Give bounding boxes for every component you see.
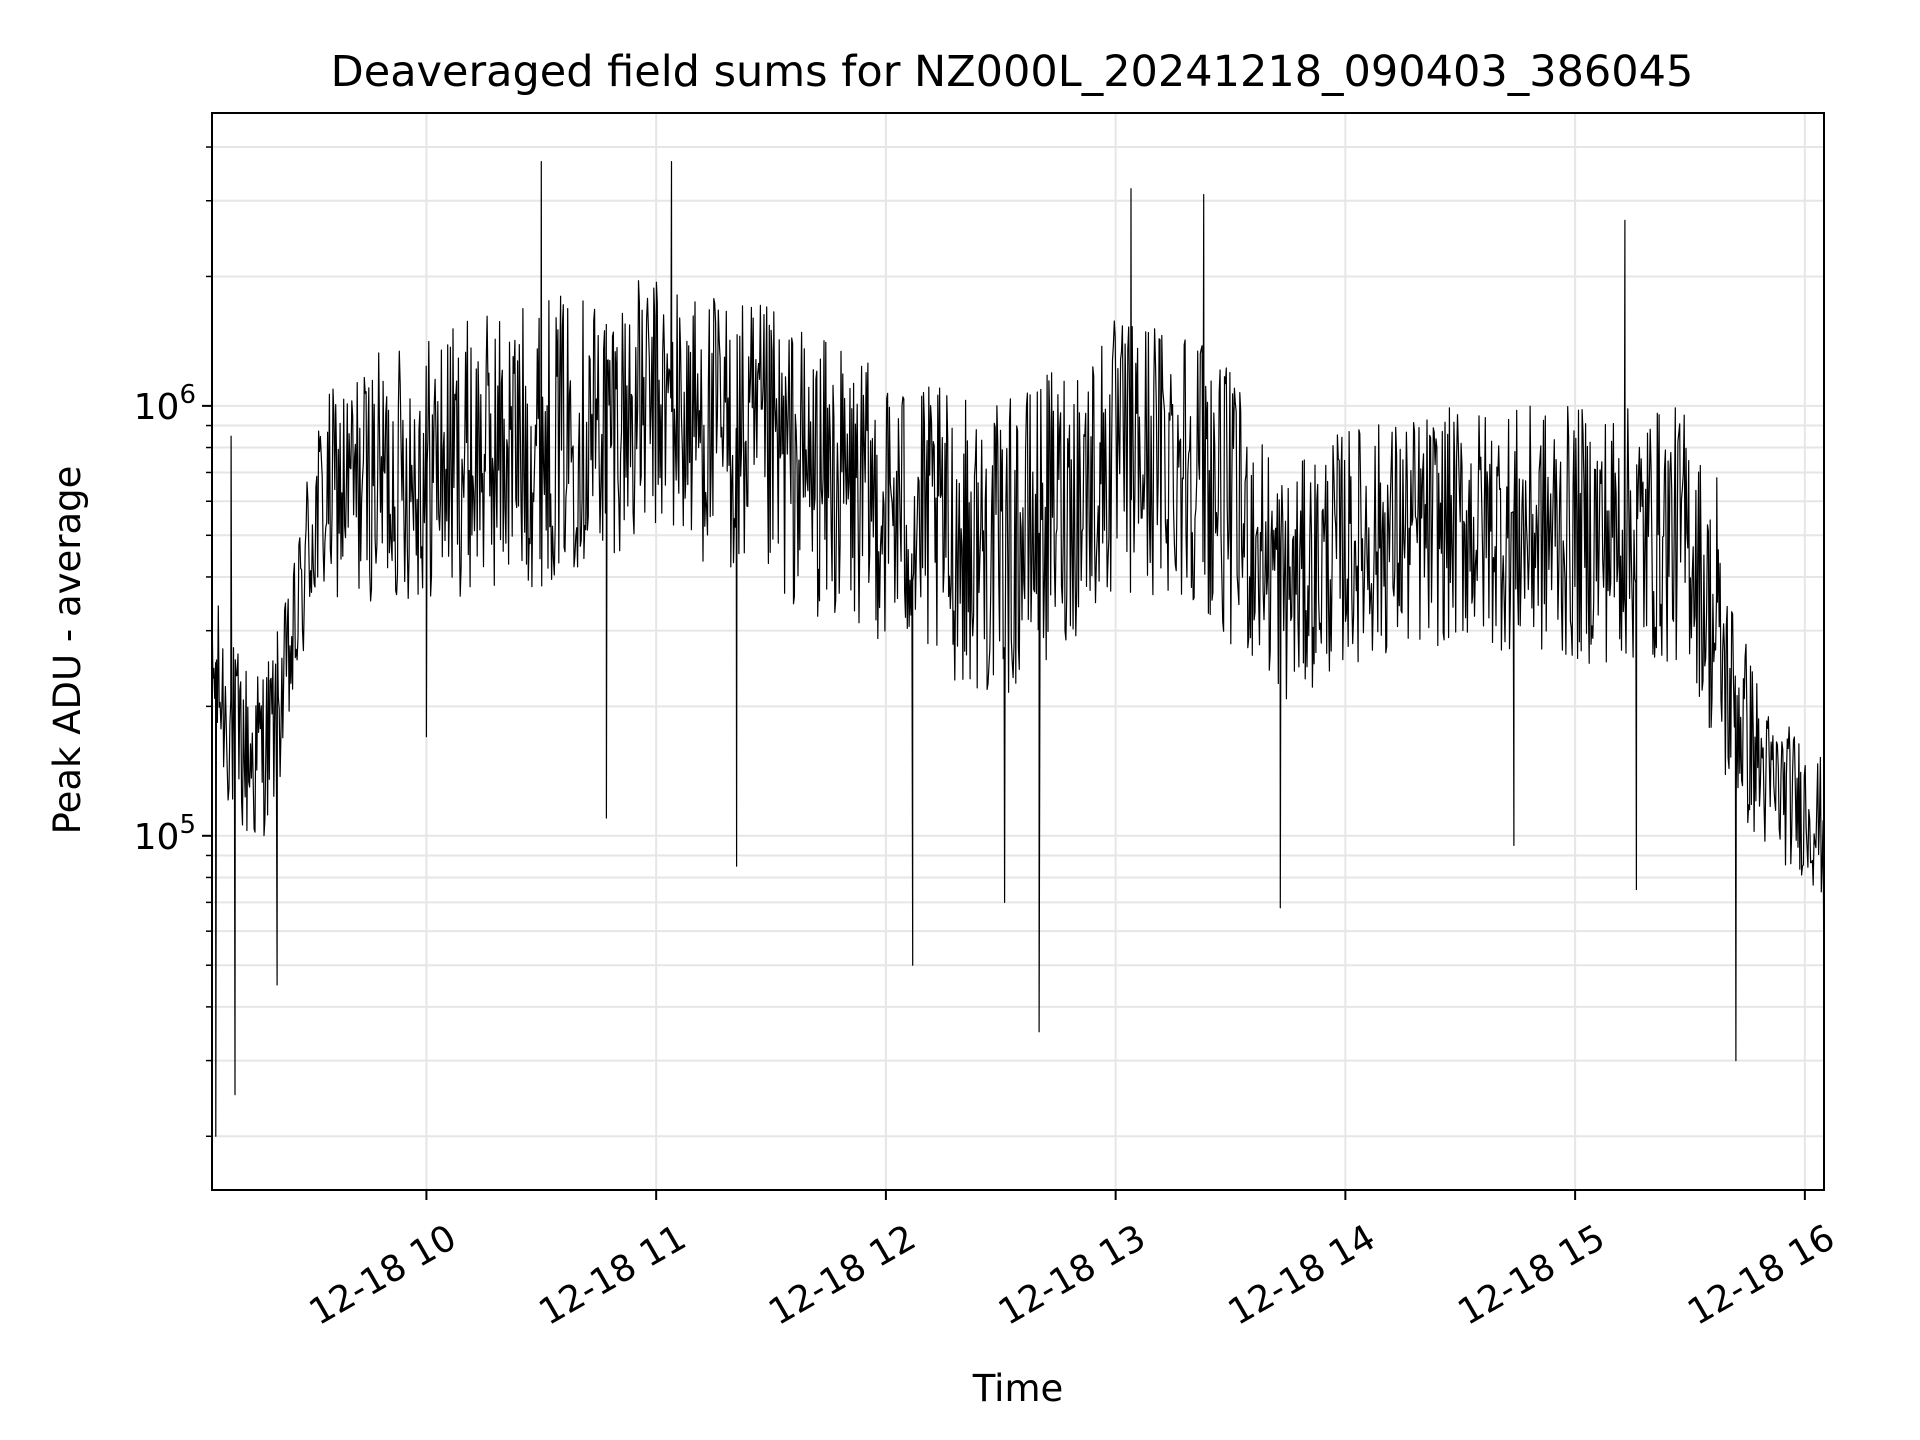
y-tick-label: 105 — [134, 810, 196, 858]
chart-title: Deaveraged field sums for NZ000L_2024121… — [331, 47, 1694, 97]
plot-frame — [211, 112, 1825, 1191]
y-axis: 105 106 — [134, 146, 212, 1138]
plot-area — [211, 161, 1825, 1137]
series-line — [211, 161, 1825, 1137]
x-axis-label: Time — [972, 1367, 1064, 1410]
y-tick-label: 106 — [134, 380, 196, 428]
y-axis-label: Peak ADU - average — [46, 466, 89, 835]
